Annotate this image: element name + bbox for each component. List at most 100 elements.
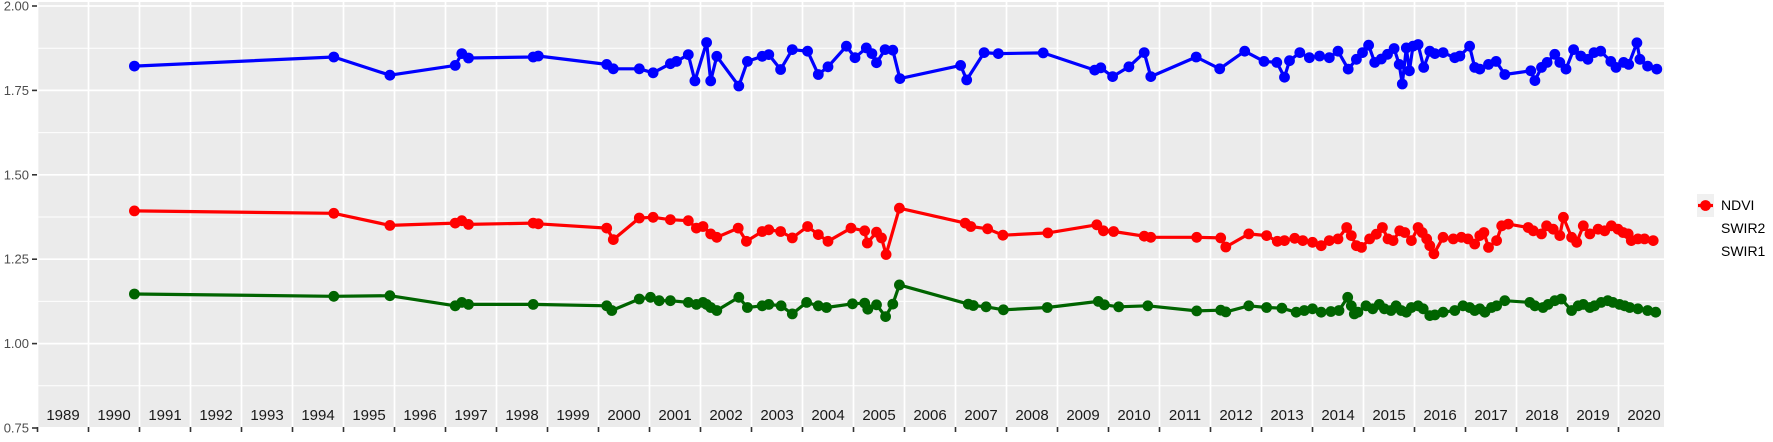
swir2-data-point — [980, 301, 992, 313]
swir1-data-point — [1437, 231, 1449, 243]
legend-item-swir1: SWIR1 — [1697, 194, 1765, 263]
swir2-data-point — [1632, 303, 1644, 315]
swir2-data-point — [1191, 305, 1203, 317]
y-tick-label: 0.75 — [4, 421, 29, 436]
swir2-data-point — [1556, 293, 1567, 305]
ndvi-data-point — [1271, 57, 1283, 68]
x-tick-label: 2014 — [1321, 407, 1354, 424]
ndvi-data-point — [682, 49, 694, 60]
x-tick-label: 2008 — [1015, 407, 1048, 424]
swir1-data-point — [1447, 233, 1459, 245]
swir2-data-point — [1352, 306, 1364, 318]
ndvi-data-point — [1294, 47, 1306, 58]
swir2-data-point — [1290, 306, 1302, 318]
x-tick-label: 1992 — [199, 407, 232, 424]
ndvi-data-point — [1418, 62, 1430, 73]
x-tick-label: 1996 — [403, 407, 436, 424]
x-tick-label: 2001 — [658, 407, 691, 424]
swir2-data-point — [665, 295, 676, 307]
swir1-data-point — [697, 221, 709, 232]
swir2-data-point — [763, 299, 775, 310]
swir2-data-point — [1333, 305, 1345, 316]
legend-item-swir2: SWIR2 — [1697, 194, 1766, 240]
swir2-data-point — [328, 290, 340, 302]
swir2-data-point — [463, 299, 474, 310]
swir2-data-point — [633, 293, 645, 305]
ndvi-data-point — [328, 51, 340, 63]
swir1-data-point — [1297, 235, 1309, 247]
swir2-data-point — [1342, 291, 1354, 303]
swir1-data-point — [647, 211, 659, 223]
ndvi-data-point — [607, 63, 619, 75]
ndvi-data-point — [841, 40, 852, 52]
swir1-data-point — [1483, 242, 1494, 253]
legend-label-swir2: SWIR2 — [1721, 220, 1766, 236]
swir1-data-point — [1577, 220, 1589, 232]
swir1-data-point — [1108, 226, 1119, 237]
swir1-data-point — [965, 221, 977, 232]
ndvi-data-point — [894, 73, 906, 84]
ndvi-data-point — [689, 75, 701, 87]
swir1-data-point — [775, 226, 786, 237]
ndvi-data-point — [1107, 71, 1118, 82]
ndvi-data-point — [1314, 50, 1325, 62]
swir1-data-point — [1571, 236, 1583, 248]
x-tick-label: 2010 — [1117, 407, 1150, 424]
ndvi-data-point — [812, 69, 824, 80]
swir1-data-point — [786, 232, 798, 244]
x-tick-label: 1997 — [454, 407, 487, 424]
ndvi-data-point — [763, 49, 775, 60]
swir1-data-point — [1042, 227, 1054, 239]
ndvi-data-point — [871, 57, 882, 69]
ndvi-data-point — [733, 80, 745, 92]
ndvi-data-point — [1145, 71, 1157, 82]
swir2-data-point — [1437, 306, 1449, 318]
x-tick-label: 2004 — [811, 407, 844, 424]
ndvi-data-point — [1499, 69, 1511, 80]
y-tick-label: 1.00 — [4, 336, 29, 351]
swir1-data-point — [1502, 218, 1514, 230]
ndvi-data-point — [1332, 45, 1344, 57]
x-tick-label: 2019 — [1576, 407, 1609, 424]
swir1-data-point — [1399, 227, 1411, 238]
swir2-data-point — [1113, 301, 1125, 313]
ndvi-data-point — [1279, 71, 1290, 83]
ndvi-data-point — [1490, 56, 1502, 67]
swir2-data-point — [1429, 309, 1441, 321]
ndvi-data-point — [1631, 37, 1643, 49]
swir1-data-point — [1289, 232, 1301, 244]
swir1-data-point — [384, 220, 396, 231]
ndvi-data-point — [961, 74, 973, 86]
ndvi-data-point — [647, 67, 659, 79]
legend: NDVI SWIR2 SWIR1 — [1697, 194, 1765, 263]
ndvi-data-point — [849, 52, 861, 64]
ndvi-data-point — [1214, 63, 1226, 75]
swir2-data-point — [711, 305, 723, 316]
ndvi-data-point — [1642, 60, 1653, 72]
swir1-data-point — [861, 237, 873, 249]
ndvi-data-point — [449, 60, 461, 71]
legend-key-glyph — [1697, 194, 1714, 217]
x-tick-label: 1999 — [556, 407, 589, 424]
ndvi-data-point — [1437, 47, 1449, 58]
swir1-data-point — [1406, 235, 1417, 247]
swir1-data-point — [607, 234, 619, 246]
swir1-data-point — [463, 219, 474, 230]
ndvi-data-point — [1393, 59, 1405, 70]
swir1-data-point — [1332, 233, 1344, 245]
ndvi-data-point — [786, 44, 798, 55]
x-tick-label: 2007 — [964, 407, 997, 424]
swir1-data-point — [665, 214, 676, 226]
swir2-legend-key-icon — [1697, 194, 1714, 240]
swir2-data-point — [1041, 302, 1053, 313]
ndvi-data-point — [532, 50, 544, 62]
ndvi-data-point — [1239, 45, 1251, 57]
swir1-data-point — [763, 224, 775, 236]
ndvi-data-point — [1190, 51, 1202, 63]
swir2-data-point — [645, 291, 656, 303]
ndvi-data-point — [822, 61, 834, 73]
ndvi-data-point — [1474, 63, 1486, 75]
swir1-data-point — [1243, 228, 1255, 240]
ndvi-data-point — [1464, 40, 1475, 52]
